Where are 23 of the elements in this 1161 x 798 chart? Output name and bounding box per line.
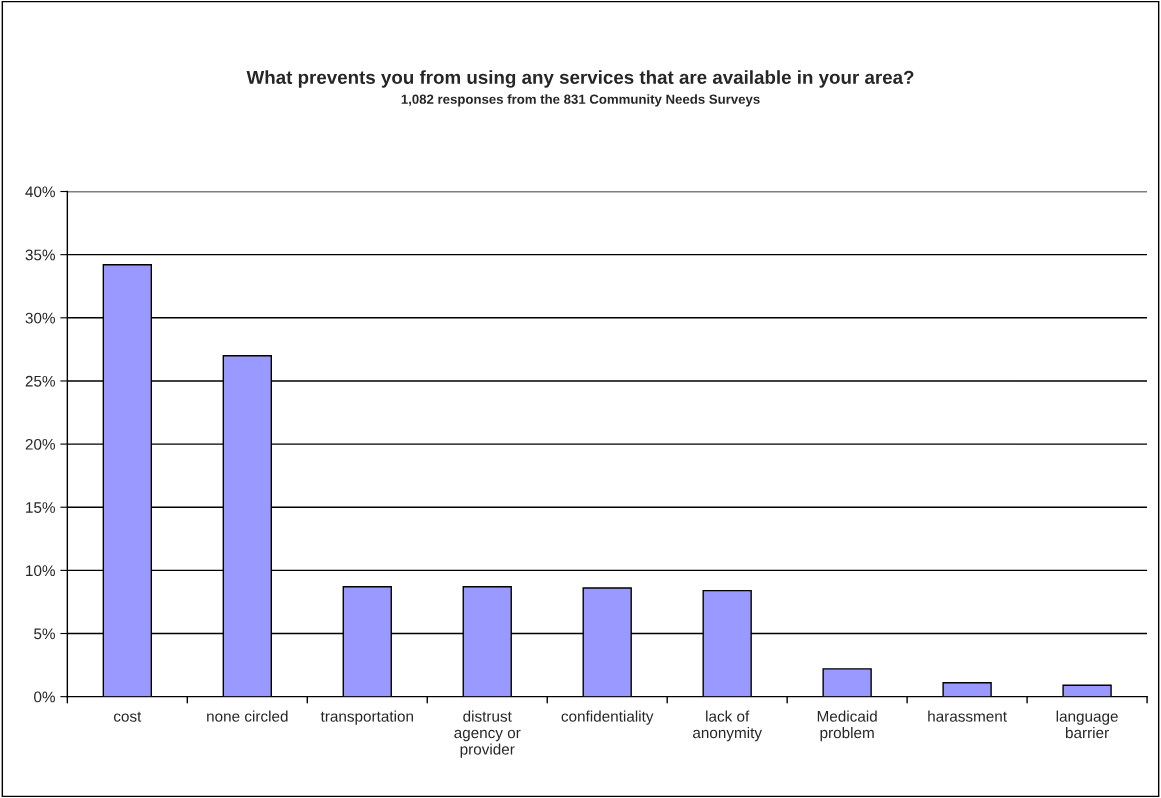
x-tick-label: transportation [320, 710, 413, 725]
y-tick-label: 0% [34, 691, 55, 703]
y-tick-label: 20% [25, 438, 55, 450]
y-tick-label: 40% [25, 186, 55, 198]
x-tick-label: harassment [928, 710, 1007, 722]
x-tick-label: Medicaid problem [817, 710, 877, 742]
x-tick-label: none circled [207, 710, 288, 722]
y-tick-label: 30% [25, 312, 55, 324]
chart-title: What prevents you from using any services that are available in your area? [246, 70, 914, 88]
x-tick-label: lack of anonymity [693, 710, 762, 742]
y-tick-label: 35% [25, 249, 55, 261]
chart-subtitle: 1,082 responses from the 831 Community Needs Surveys [401, 94, 760, 107]
bar [822, 668, 872, 697]
x-tick-label: distrust agency or provider [454, 710, 521, 758]
y-tick-label: 5% [34, 628, 55, 640]
bar [942, 682, 992, 697]
x-tick-label: cost [113, 711, 142, 722]
x-tick-label: confidentiality [561, 710, 654, 725]
bar [1062, 684, 1112, 697]
y-tick-label: 25% [25, 375, 55, 387]
y-tick-label: 10% [26, 565, 55, 577]
x-tick-label: language barrier [1056, 710, 1118, 739]
y-tick-label: 15% [26, 502, 55, 513]
